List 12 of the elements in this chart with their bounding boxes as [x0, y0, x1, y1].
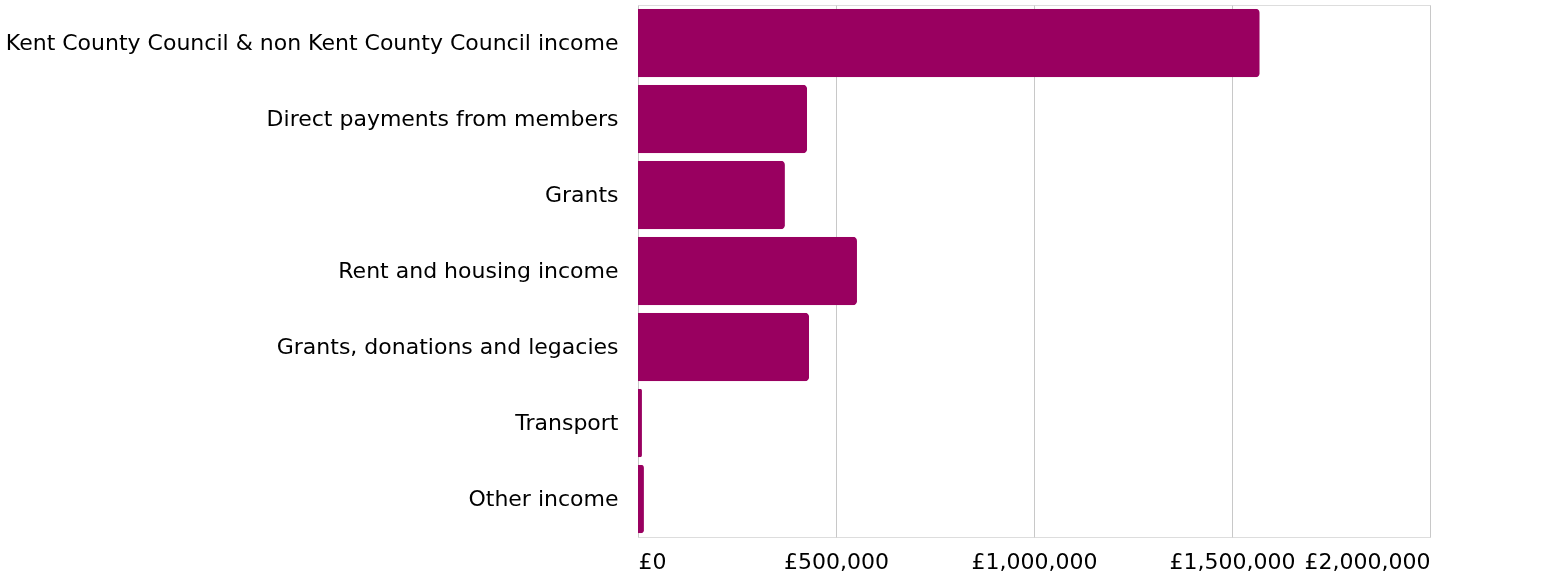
x-tick-label: £1,500,000 [1169, 548, 1296, 574]
y-tick-label: Grants, donations and legacies [276, 334, 619, 359]
y-tick-label: Direct payments from members [266, 106, 619, 131]
y-tick-label: Rent and housing income [338, 258, 619, 283]
y-tick-label: Grants [544, 182, 619, 207]
y-tick-label: Other income [468, 486, 619, 511]
y-tick-label: Transport [514, 410, 619, 435]
x-tick-label: £1,000,000 [971, 548, 1098, 574]
x-tick-label: £500,000 [784, 548, 889, 574]
x-tick-label: £0 [638, 548, 667, 574]
x-tick-label: £2,000,000 [1304, 548, 1431, 574]
y-tick-label: Kent County Council & non Kent County Council income [5, 30, 619, 55]
